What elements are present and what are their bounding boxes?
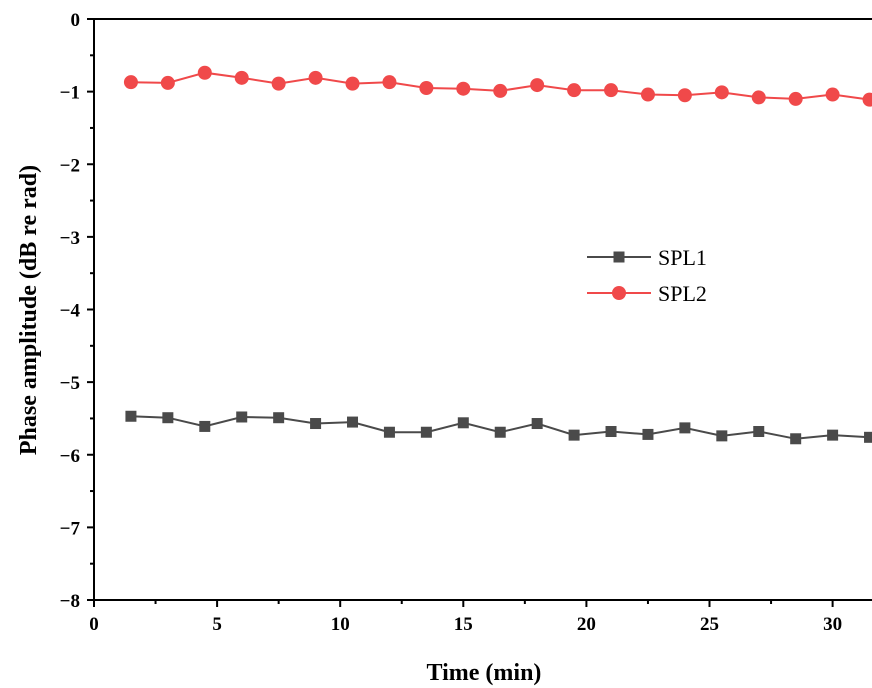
spl2-point (382, 75, 397, 90)
spl1-point (273, 412, 285, 424)
spl1-point (642, 428, 654, 440)
x-axis-title: Time (min) (427, 660, 542, 686)
x-tick-label: 30 (823, 614, 842, 635)
spl1-point (125, 410, 137, 422)
spl1-point (827, 429, 839, 441)
spl2-point (530, 78, 545, 93)
spl2-point (197, 65, 212, 80)
spl1-point (457, 417, 469, 429)
spl1-point (383, 426, 395, 438)
spl1-point (605, 426, 617, 438)
y-tick-label: −6 (60, 446, 80, 467)
legend-spl1-label: SPL1 (658, 245, 707, 270)
spl2-point (419, 80, 434, 95)
spl2-point (825, 87, 840, 102)
spl1-point (420, 426, 432, 438)
x-tick-label: 0 (89, 614, 99, 635)
y-tick-label: −4 (60, 301, 81, 322)
spl1-point (790, 433, 802, 445)
legend-spl1-marker (613, 251, 625, 263)
y-axis-title: Phase amplitude (dB re rad) (16, 165, 42, 455)
legend-spl2-label: SPL2 (658, 281, 707, 306)
y-tick-label: −3 (60, 228, 80, 249)
spl2-point (308, 70, 323, 85)
spl1-point (494, 426, 506, 438)
x-tick-label: 25 (700, 614, 719, 635)
spl2-point (567, 83, 582, 98)
series-layer (123, 65, 872, 445)
y-tick-label: 0 (71, 10, 81, 31)
spl2-point (234, 70, 249, 85)
spl1-point (864, 431, 872, 443)
axes (87, 18, 872, 607)
spl2-point (677, 88, 692, 103)
legend: SPL1 SPL2 (587, 245, 707, 306)
series-spl1 (125, 410, 872, 445)
spl2-point (862, 92, 872, 107)
spl2-point (751, 90, 766, 105)
spl1-point (236, 411, 248, 423)
spl1-point (753, 426, 765, 438)
spl1-point (199, 420, 211, 432)
legend-spl2-marker (612, 286, 626, 300)
x-tick-label: 10 (331, 614, 350, 635)
spl2-point (714, 85, 729, 100)
x-tick-label: 20 (577, 614, 596, 635)
spl1-point (568, 429, 580, 441)
tick-labels: 0 5 10 15 20 25 30 0 −1 −2 −3 −4 −5 −6 −7 −8 (60, 10, 842, 635)
x-tick-label: 5 (212, 614, 222, 635)
spl2-point (788, 91, 803, 106)
y-tick-label: −7 (60, 518, 81, 539)
spl2-point (456, 81, 471, 96)
spl1-point (679, 422, 691, 434)
x-tick-label: 15 (454, 614, 473, 635)
spl1-point (531, 418, 543, 430)
spl1-point (347, 416, 359, 428)
spl1-point (716, 430, 728, 442)
y-tick-label: −1 (60, 83, 80, 104)
spl2-point (271, 76, 286, 91)
y-tick-label: −5 (60, 373, 80, 394)
spl1-point (310, 418, 322, 430)
spl2-point (493, 83, 508, 98)
spl2-point (640, 87, 655, 102)
y-tick-label: −8 (60, 591, 80, 612)
y-tick-label: −2 (60, 155, 80, 176)
series-spl2 (123, 65, 872, 107)
spl2-point (345, 76, 360, 91)
spl2-point (160, 75, 175, 90)
spl1-point (162, 412, 174, 424)
spl2-point (604, 83, 619, 98)
spl2-point (123, 75, 138, 90)
